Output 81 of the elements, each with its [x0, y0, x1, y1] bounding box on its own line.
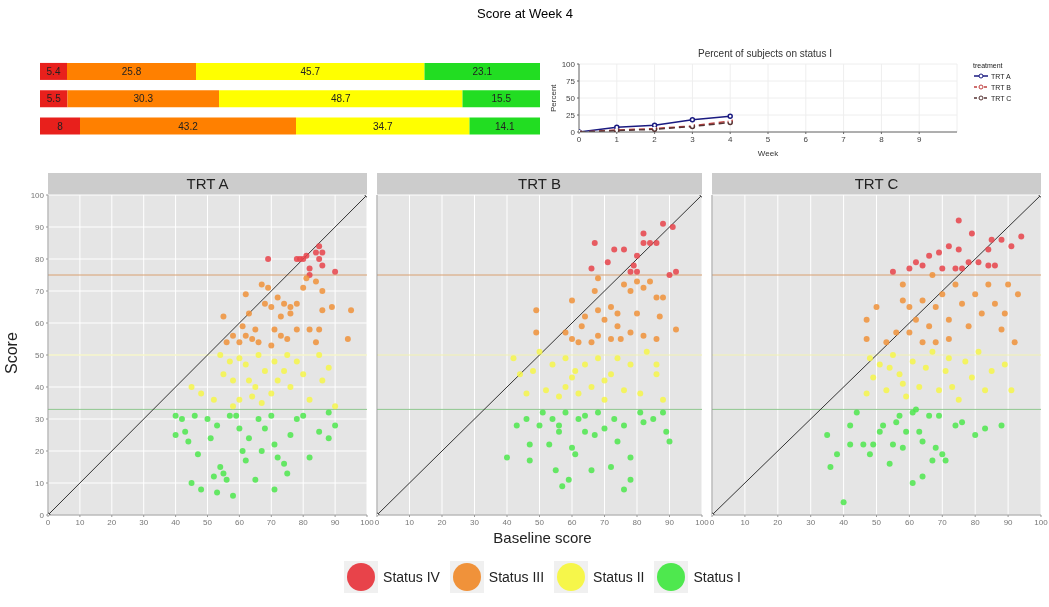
chart-title: TRT B — [377, 173, 702, 195]
data-label: 43.2 — [178, 120, 199, 132]
legend-label: Status II — [593, 569, 645, 585]
data-label: 8 — [57, 120, 64, 132]
y-tick-label: 30 — [35, 414, 45, 424]
chart-title: TRT A — [48, 173, 367, 195]
data-label: 48.7 — [331, 93, 351, 105]
y-tick-label: 100 — [561, 59, 576, 69]
y-tick-label: 25 — [566, 110, 576, 120]
x-tick-label: 40 — [839, 517, 849, 527]
x-tick-label: 80 — [632, 517, 642, 527]
data-label: 23.1 — [472, 65, 493, 77]
x-tick-label: 30 — [806, 517, 816, 527]
chart-title: Score at Week 4 — [476, 6, 574, 21]
legend-label: Status I — [693, 569, 741, 585]
x-tick-label: 50 — [203, 517, 213, 527]
x-tick-label: 100 — [1034, 517, 1049, 527]
y-tick-label: 70 — [35, 286, 45, 296]
y-tick-label: 40 — [35, 382, 45, 392]
x-tick-label: 80 — [298, 517, 309, 527]
x-tick-label: 60 — [904, 517, 915, 527]
x-tick-label: 100 — [360, 517, 375, 527]
x-tick-label: 20 — [437, 517, 447, 527]
y-tick-label: 50 — [566, 93, 576, 103]
x-tick-label: 50 — [872, 517, 882, 527]
legend-label: Status IV — [383, 569, 440, 585]
x-tick-label: 1 — [614, 134, 620, 144]
data-label: 34.7 — [373, 120, 393, 132]
chart-title: Percent of subjects on status I — [697, 48, 833, 59]
x-axis-title: Baseline score — [492, 529, 593, 546]
y-tick-label: 0 — [570, 127, 576, 137]
y-axis-title: Score — [3, 332, 21, 374]
y-tick-label: 60 — [35, 318, 45, 328]
y-tick-label: 80 — [35, 254, 45, 264]
y-tick-label: 50 — [35, 350, 45, 360]
x-tick-label: 0 — [709, 517, 715, 527]
y-tick-label: 0 — [39, 510, 45, 520]
x-tick-label: 6 — [803, 134, 809, 144]
x-tick-label: 30 — [470, 517, 480, 527]
data-label: 15.5 — [491, 93, 512, 105]
x-tick-label: 8 — [879, 134, 885, 144]
x-tick-label: 20 — [107, 517, 117, 527]
x-tick-label: 90 — [665, 517, 675, 527]
x-tick-label: 70 — [600, 517, 610, 527]
data-label: 30.3 — [133, 93, 154, 105]
y-tick-label: 10 — [35, 478, 45, 488]
x-tick-label: 9 — [916, 134, 922, 144]
x-tick-label: 20 — [773, 517, 783, 527]
y-tick-label: 90 — [35, 222, 45, 232]
x-tick-label: 80 — [970, 517, 981, 527]
x-tick-label: 100 — [695, 517, 710, 527]
x-tick-label: 2 — [652, 134, 658, 144]
data-label: 5.4 — [46, 65, 61, 77]
data-label: 5.5 — [46, 93, 62, 105]
x-tick-label: 5 — [765, 134, 771, 144]
data-label: 25.8 — [121, 65, 142, 77]
x-tick-label: 10 — [75, 517, 85, 527]
data-label: 14.1 — [495, 120, 515, 132]
x-tick-label: 70 — [266, 517, 277, 527]
x-tick-label: 90 — [330, 517, 341, 527]
x-tick-label: 40 — [171, 517, 181, 527]
y-tick-label: 100 — [30, 190, 45, 200]
chart-title: TRT C — [712, 173, 1041, 195]
x-axis-title: Week — [757, 149, 780, 158]
y-tick-label: 75 — [566, 76, 576, 86]
x-tick-label: 4 — [727, 134, 733, 144]
x-tick-label: 7 — [841, 134, 847, 144]
x-tick-label: 40 — [502, 517, 512, 527]
x-tick-label: 90 — [1003, 517, 1014, 527]
y-tick-label: 20 — [35, 446, 45, 456]
x-tick-label: 3 — [690, 134, 696, 144]
x-tick-label: 70 — [937, 517, 948, 527]
x-tick-label: 10 — [740, 517, 750, 527]
x-tick-label: 0 — [374, 517, 380, 527]
x-tick-label: 10 — [405, 517, 415, 527]
x-tick-label: 30 — [139, 517, 149, 527]
data-label: 45.7 — [300, 65, 321, 77]
x-tick-label: 50 — [535, 517, 545, 527]
x-tick-label: 60 — [234, 517, 245, 527]
y-axis-title: Percent — [548, 83, 558, 112]
legend-label: Status III — [488, 569, 545, 585]
